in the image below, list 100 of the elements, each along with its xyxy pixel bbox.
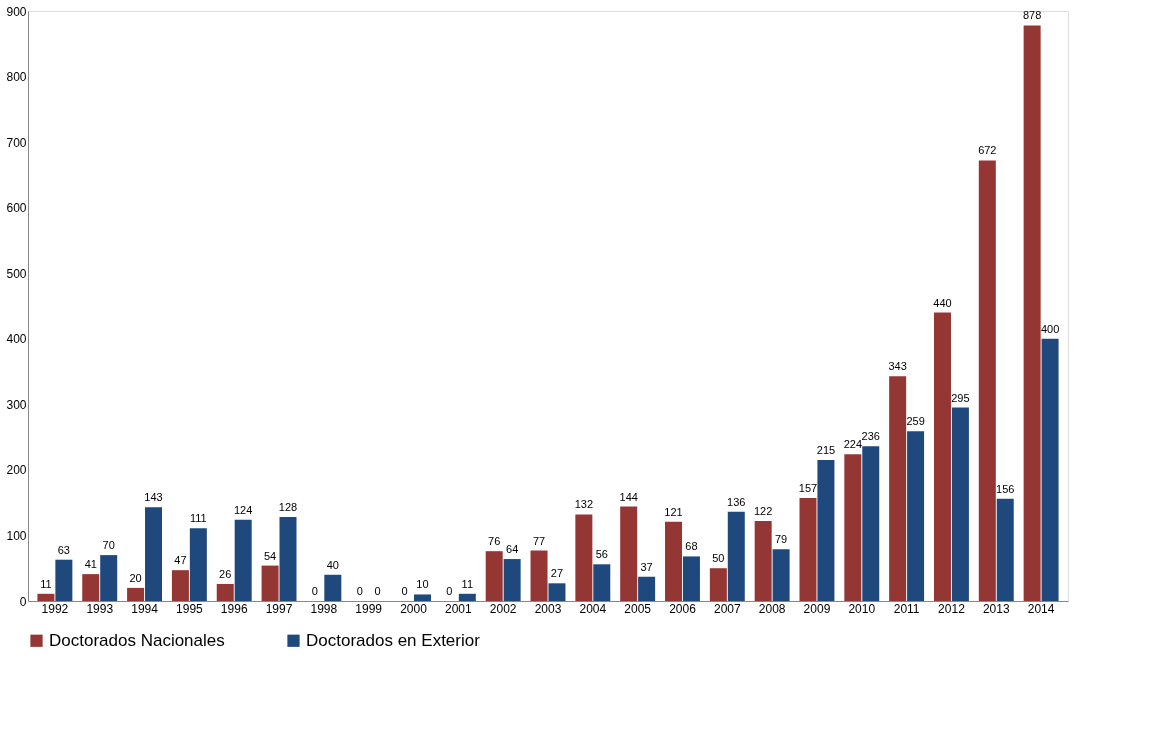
bar (216, 583, 234, 601)
bar (485, 551, 503, 601)
data-label: 343 (888, 360, 907, 373)
bar (638, 576, 656, 601)
x-tick-label: 2003 (534, 601, 562, 616)
data-label: 11 (40, 577, 52, 590)
data-label: 0 (356, 585, 363, 597)
bar (261, 565, 279, 601)
bar (620, 506, 638, 601)
bar (1023, 25, 1041, 601)
x-tick-label: 2000 (400, 601, 428, 616)
data-label: 68 (685, 540, 698, 553)
bar (548, 583, 566, 601)
data-label: 0 (446, 585, 453, 597)
data-label: 215 (816, 444, 836, 457)
bar (593, 564, 611, 601)
data-label: 0 (374, 585, 381, 597)
data-label: 76 (488, 535, 501, 548)
bar (458, 593, 476, 601)
x-tick-label: 2014 (1027, 601, 1055, 616)
data-label: 132 (574, 498, 594, 511)
bar (145, 507, 163, 601)
bar (682, 556, 700, 601)
bar (996, 498, 1014, 601)
x-tick-label: 2009 (803, 601, 831, 616)
bar (234, 519, 252, 601)
x-tick-label: 2006 (669, 601, 697, 616)
data-label: 26 (219, 567, 232, 580)
data-label: 122 (753, 505, 773, 518)
data-label: 37 (640, 560, 653, 573)
bar (171, 570, 189, 601)
y-tick-label: 500 (6, 266, 27, 281)
x-tick-label: 2010 (848, 601, 876, 616)
data-label: 70 (102, 539, 115, 552)
data-label: 672 (978, 144, 997, 157)
y-tick-label: 300 (6, 397, 27, 412)
bar (754, 521, 772, 601)
bar (665, 521, 683, 601)
data-label: 27 (550, 567, 564, 580)
data-label: 124 (233, 503, 253, 516)
data-label: 0 (401, 585, 408, 597)
data-label: 40 (326, 558, 339, 571)
data-label: 50 (712, 552, 725, 565)
data-label: 77 (532, 534, 546, 547)
x-tick-label: 1996 (220, 601, 248, 616)
x-tick-label: 1994 (131, 601, 159, 616)
data-label: 400 (1040, 322, 1060, 335)
data-label: 121 (664, 505, 683, 518)
y-tick-label: 100 (6, 528, 27, 543)
bar (862, 446, 880, 601)
data-label: 128 (278, 501, 298, 514)
bar (413, 594, 431, 601)
data-label: 259 (906, 415, 925, 428)
y-tick-label: 700 (6, 135, 27, 150)
x-tick-label: 2008 (758, 601, 786, 616)
bar (100, 555, 118, 601)
data-label: 440 (933, 296, 952, 309)
data-label: 136 (727, 495, 746, 508)
y-tick-label: 900 (6, 4, 27, 19)
data-label: 63 (57, 543, 70, 556)
x-tick-label: 2001 (444, 601, 473, 616)
x-tick-label: 1993 (86, 601, 114, 616)
data-label: 79 (774, 533, 788, 546)
y-tick-label: 600 (6, 201, 27, 216)
bar (727, 511, 745, 601)
y-tick-label: 200 (6, 463, 27, 478)
bar (978, 160, 996, 601)
data-label: 64 (506, 543, 519, 556)
bar (530, 550, 548, 601)
bar (503, 559, 521, 601)
x-tick-label: 2007 (713, 601, 741, 616)
bar (799, 498, 817, 601)
data-label: 111 (189, 512, 207, 525)
x-tick-label: 2005 (624, 601, 652, 616)
data-label: 0 (311, 585, 318, 597)
bar (817, 460, 835, 601)
bar (189, 528, 207, 601)
data-label: 41 (84, 558, 97, 571)
data-label: 56 (595, 548, 608, 561)
legend-label: Doctorados Nacionales (49, 630, 225, 650)
y-tick-label: 0 (19, 594, 27, 609)
x-tick-label: 1998 (310, 601, 338, 616)
y-tick-label: 400 (6, 332, 27, 347)
y-tick-label: 800 (6, 70, 27, 85)
x-tick-label: 1992 (41, 601, 69, 616)
x-tick-label: 2002 (489, 601, 517, 616)
data-label: 224 (843, 438, 863, 451)
bar (324, 574, 342, 601)
x-tick-label: 2004 (579, 601, 607, 616)
x-tick-label: 2011 (893, 601, 920, 616)
bar (55, 559, 73, 601)
x-tick-label: 1999 (355, 601, 383, 616)
data-label: 54 (263, 549, 277, 562)
bar (709, 568, 727, 601)
bar (37, 593, 55, 601)
x-tick-label: 2012 (938, 601, 966, 616)
legend-label: Doctorados en Exterior (306, 630, 481, 650)
bar (889, 376, 907, 601)
bar (933, 312, 951, 601)
bar (951, 407, 969, 601)
